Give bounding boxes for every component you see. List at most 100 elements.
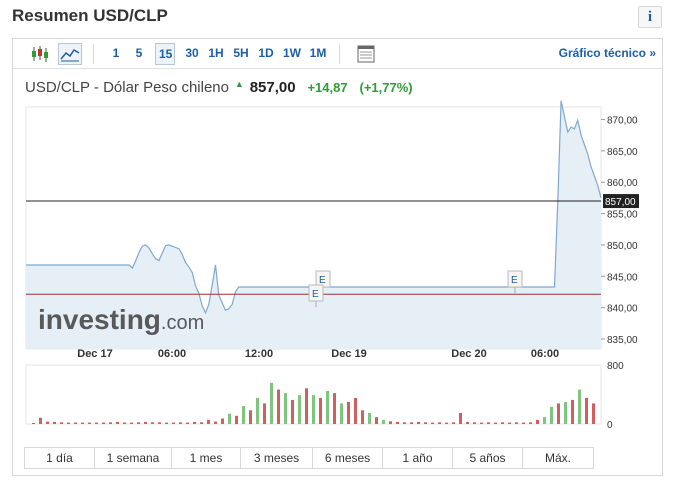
interval-button-1d[interactable]: 1D xyxy=(258,46,274,60)
watermark-logo: investing.com xyxy=(38,304,204,335)
volume-bar xyxy=(543,417,546,424)
current-price-label: 857,00 xyxy=(605,197,636,208)
volume-bar xyxy=(354,397,357,424)
range-tab-3[interactable]: 1 mes xyxy=(172,448,241,468)
last-price: 857,00 xyxy=(249,79,296,96)
volume-bar xyxy=(179,422,182,424)
volume-bar xyxy=(529,422,532,424)
range-tab-1[interactable]: 1 día xyxy=(25,448,95,468)
volume-bar xyxy=(389,421,392,425)
volume-bar xyxy=(291,399,294,424)
volume-axis-label: 800 xyxy=(607,361,624,372)
interval-button-5[interactable]: 5 xyxy=(135,46,143,60)
range-tab-6[interactable]: 1 año xyxy=(383,448,453,468)
volume-bar xyxy=(424,422,427,424)
instrument-name: USD/CLP - Dólar Peso chileno xyxy=(25,79,229,96)
y-tick-label: 840,00 xyxy=(607,304,638,315)
volume-bar xyxy=(431,422,434,424)
interval-button-15[interactable]: 15 xyxy=(155,43,175,65)
area-chart-icon[interactable] xyxy=(58,43,82,65)
volume-bar xyxy=(193,421,196,424)
volume-bar xyxy=(347,402,350,424)
event-marker-label: E xyxy=(319,275,326,286)
y-tick-label: 870,00 xyxy=(607,116,638,127)
volume-bar xyxy=(557,403,560,424)
volume-bar xyxy=(263,403,266,424)
volume-bar xyxy=(585,397,588,424)
info-icon[interactable]: i xyxy=(638,6,662,28)
event-marker xyxy=(507,270,523,288)
volume-bar xyxy=(144,421,147,424)
volume-bar xyxy=(256,397,259,424)
interval-button-1w[interactable]: 1W xyxy=(283,46,301,60)
volume-bar xyxy=(305,388,308,425)
table-view-icon[interactable] xyxy=(354,43,378,65)
interval-button-1h[interactable]: 1H xyxy=(208,46,224,60)
x-tick-label: Dec 20 xyxy=(451,348,486,360)
volume-bar xyxy=(214,421,217,424)
volume-bar xyxy=(319,397,322,424)
volume-bar xyxy=(564,402,567,424)
volume-bar xyxy=(410,422,413,424)
volume-bar xyxy=(592,403,595,424)
page-title: Resumen USD/CLP xyxy=(12,6,168,25)
volume-bar xyxy=(312,395,315,424)
volume-bar xyxy=(67,422,70,424)
volume-bar xyxy=(340,403,343,424)
volume-bar xyxy=(81,422,84,424)
range-tab-5[interactable]: 6 meses xyxy=(313,448,383,468)
volume-bar xyxy=(39,417,42,424)
interval-button-5h[interactable]: 5H xyxy=(233,46,249,60)
volume-bar xyxy=(284,393,287,424)
volume-bar xyxy=(109,422,112,424)
current-price-tag xyxy=(603,194,639,209)
volume-bar xyxy=(333,393,336,424)
x-tick-label: Dec 19 xyxy=(331,348,366,360)
volume-bar xyxy=(53,421,56,424)
volume-bar xyxy=(298,395,301,424)
volume-bar xyxy=(228,413,231,424)
up-arrow-icon: ▲ xyxy=(234,79,244,89)
volume-bar xyxy=(172,422,175,424)
volume-bar xyxy=(235,415,238,425)
volume-bar xyxy=(221,418,224,424)
technical-chart-link[interactable]: Gráfico técnico » xyxy=(558,46,656,60)
volume-bar xyxy=(60,422,63,424)
price-change: +14,87 xyxy=(307,80,348,95)
volume-bar xyxy=(368,413,371,424)
volume-bar xyxy=(501,422,504,424)
volume-bar xyxy=(151,422,154,424)
event-marker-label: E xyxy=(312,289,319,300)
price-chart[interactable]: investing.com 870,00 865,00 860,00 855,00 850… xyxy=(13,39,662,439)
range-tab-4[interactable]: 3 meses xyxy=(241,448,313,468)
interval-button-30[interactable]: 30 xyxy=(185,46,199,60)
volume-bar xyxy=(130,422,133,424)
volume-bar xyxy=(95,422,98,424)
quote-line: USD/CLP - Dólar Peso chileno ▲ 857,00 +1… xyxy=(25,79,413,96)
volume-bar xyxy=(88,422,91,424)
x-tick-label: 06:00 xyxy=(531,348,559,360)
volume-bar xyxy=(550,406,553,424)
volume-bar xyxy=(165,422,168,424)
volume-bar xyxy=(116,421,119,424)
volume-bar xyxy=(522,422,525,424)
interval-button-1[interactable]: 1 xyxy=(112,46,120,60)
volume-bar xyxy=(361,410,364,425)
volume-bar xyxy=(571,399,574,424)
x-tick-label: 06:00 xyxy=(158,348,186,360)
volume-bar xyxy=(515,422,518,424)
candlestick-chart-icon[interactable] xyxy=(29,43,53,65)
x-tick-label: 12:00 xyxy=(245,348,273,360)
toolbar-separator xyxy=(339,44,340,64)
y-tick-label: 865,00 xyxy=(607,147,638,158)
volume-bar xyxy=(74,422,77,424)
volume-bar xyxy=(417,421,420,424)
range-tab-8[interactable]: Máx. xyxy=(523,448,593,468)
volume-bar xyxy=(186,422,189,424)
range-tab-7[interactable]: 5 años xyxy=(453,448,523,468)
interval-button-1m[interactable]: 1M xyxy=(309,46,327,60)
volume-axis-label: 0 xyxy=(607,420,613,431)
range-tab-2[interactable]: 1 semana xyxy=(95,448,172,468)
volume-bar xyxy=(123,422,126,424)
x-tick-label: Dec 17 xyxy=(77,348,112,360)
